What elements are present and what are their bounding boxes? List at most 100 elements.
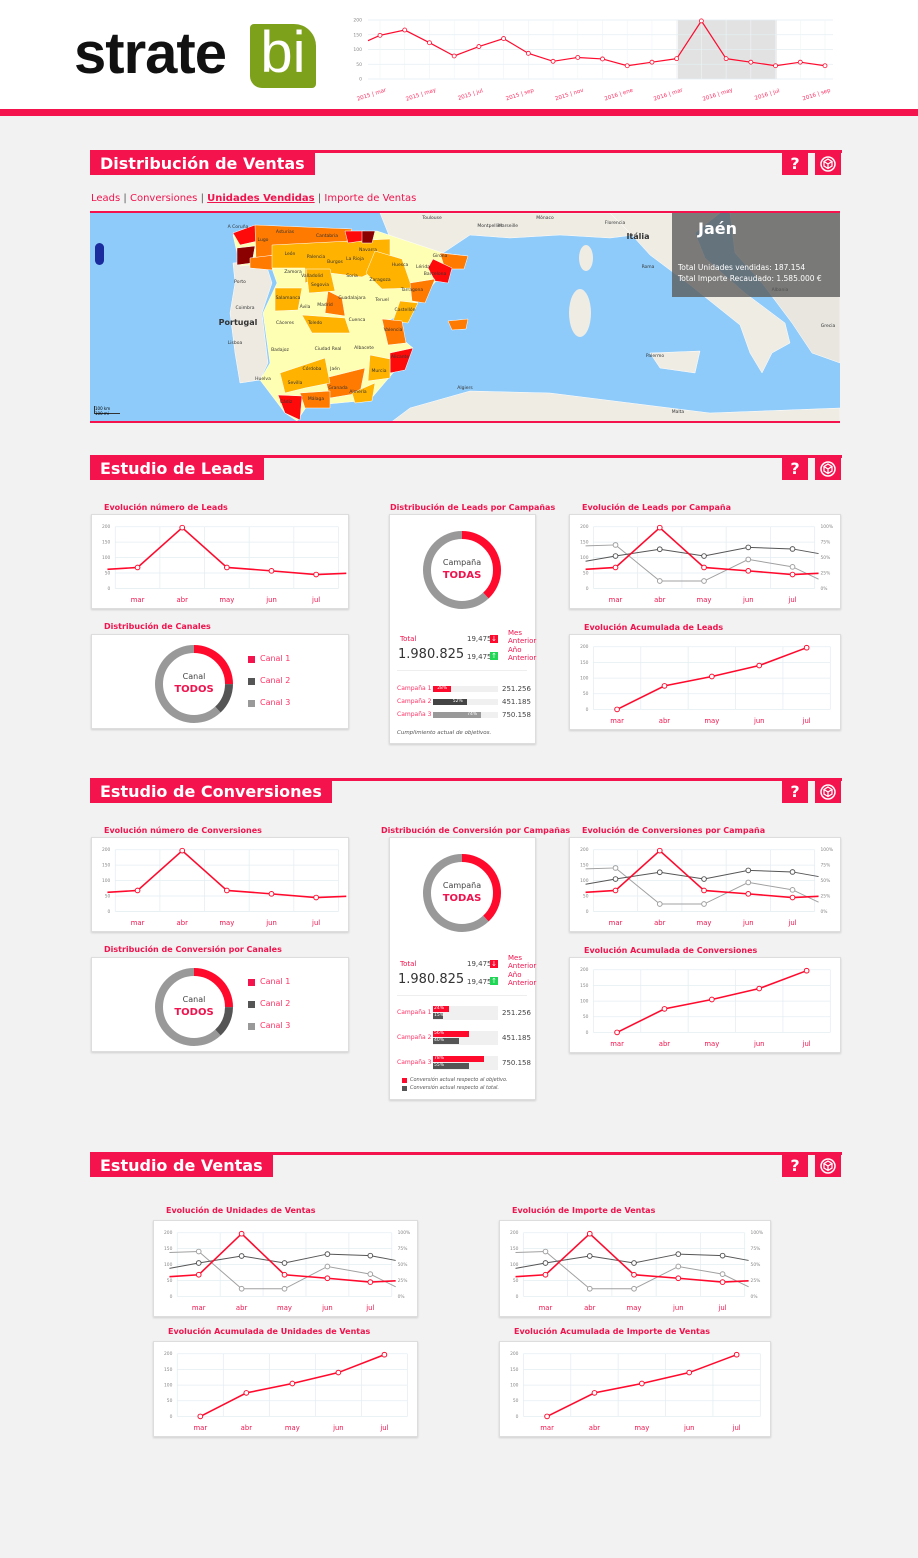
data-point[interactable] [614,706,620,713]
data-point[interactable] [745,879,752,886]
data-point[interactable] [542,1271,549,1278]
accumulated-amount-chart[interactable]: 0 50 100 150 200 mar abr may jun jul [499,1341,771,1437]
province-region[interactable] [381,318,407,346]
data-point[interactable] [575,55,581,60]
province-region[interactable] [279,357,331,394]
data-point[interactable] [624,63,630,69]
data-point[interactable] [542,1260,549,1266]
data-point[interactable] [675,1275,682,1282]
data-point[interactable] [745,556,752,563]
data-point[interactable] [756,662,763,669]
data-point[interactable] [586,1253,593,1259]
data-point[interactable] [709,673,715,680]
data-point[interactable] [134,887,141,894]
data-point[interactable] [367,1271,374,1277]
data-point[interactable] [195,1248,202,1255]
data-point[interactable] [723,56,729,62]
units-evolution-chart[interactable]: 0 0% 50 25% 100 50% 150 75% 200 100% mar abr may jun j… [153,1220,418,1317]
data-point[interactable] [789,571,796,578]
data-point[interactable] [238,1253,245,1259]
data-point[interactable] [197,1413,204,1420]
province-region[interactable] [361,230,376,244]
province-region[interactable] [274,287,303,312]
campaign-evolution-chart[interactable]: 0 0% 50 25% 100 50% 150 75% 200 100% mar abr may jun j… [569,514,841,609]
data-point[interactable] [402,27,408,33]
data-point[interactable] [649,59,655,65]
data-point[interactable] [179,847,186,854]
data-point[interactable] [719,1271,726,1277]
data-point[interactable] [701,876,707,882]
data-point[interactable] [612,553,619,559]
data-point[interactable] [224,564,230,571]
donut-segment[interactable] [423,854,501,932]
data-point[interactable] [525,50,531,56]
data-point[interactable] [719,1279,726,1285]
sales-map[interactable]: A Coruña Lugo Asturias Cantabria León Palenci… [90,211,840,423]
help-button[interactable]: ? [782,153,808,175]
data-point[interactable] [674,56,680,62]
data-point[interactable] [612,564,619,571]
help-button[interactable]: ? [782,458,808,480]
data-point[interactable] [476,44,482,49]
data-point[interactable] [656,901,663,907]
data-point[interactable] [773,63,778,69]
data-point[interactable] [335,1369,342,1376]
evolution-chart[interactable]: 0 50 100 150 200 mar abr may jun jul [91,837,349,932]
province-region[interactable] [351,382,376,404]
accumulated-chart[interactable]: 0 50 100 150 200 mar abr may jun jul [569,634,841,730]
evolution-chart[interactable]: 0 50 100 150 200 mar abr may jun jul [91,514,349,609]
province-region[interactable] [427,258,453,284]
data-point[interactable] [698,18,704,24]
tab-conversiones[interactable]: Conversiones [129,193,198,204]
data-point[interactable] [789,546,796,552]
data-point[interactable] [656,869,663,876]
tab-unidades-vendidas[interactable]: Unidades Vendidas [207,193,315,204]
data-point[interactable] [243,1390,250,1396]
data-point[interactable] [686,1369,693,1376]
data-point[interactable] [134,564,141,571]
data-point[interactable] [238,1230,245,1237]
province-region[interactable] [299,390,331,409]
data-point[interactable] [195,1271,202,1278]
data-point[interactable] [586,1230,593,1237]
channel-donut[interactable] [154,644,234,724]
data-point[interactable] [377,32,383,38]
cube-button[interactable] [815,1155,841,1177]
data-point[interactable] [789,894,796,901]
data-point[interactable] [656,578,663,584]
data-point[interactable] [656,546,663,553]
data-point[interactable] [803,644,810,651]
province-region[interactable] [301,314,351,334]
data-point[interactable] [789,886,796,893]
cube-button[interactable] [815,153,841,175]
data-point[interactable] [224,887,230,894]
data-point[interactable] [550,58,556,64]
data-point[interactable] [745,568,752,574]
data-point[interactable] [701,887,707,894]
campaign-donut[interactable] [422,853,502,933]
data-point[interactable] [612,876,619,882]
data-point[interactable] [268,568,275,574]
data-point[interactable] [656,847,663,854]
data-point[interactable] [701,578,707,584]
data-point[interactable] [313,894,319,901]
data-point[interactable] [745,867,752,874]
data-point[interactable] [281,1285,288,1292]
data-point[interactable] [701,901,707,907]
data-point[interactable] [281,1271,288,1278]
data-point[interactable] [451,53,457,59]
province-region[interactable] [447,318,469,331]
data-point[interactable] [238,1285,245,1292]
campaign-evolution-chart[interactable]: 0 0% 50 25% 100 50% 150 75% 200 100% mar abr may jun j… [569,837,841,932]
campaign-donut[interactable] [422,530,502,610]
donut-segment[interactable] [155,968,233,1046]
amount-evolution-chart[interactable]: 0 0% 50 25% 100 50% 150 75% 200 100% mar abr may jun j… [499,1220,771,1317]
donut-segment[interactable] [423,531,501,609]
cube-button[interactable] [815,458,841,480]
province-region[interactable] [409,278,436,304]
province-region[interactable] [392,300,419,324]
data-point[interactable] [797,59,803,65]
data-point[interactable] [709,996,715,1003]
data-point[interactable] [542,1248,549,1255]
data-point[interactable] [591,1390,598,1396]
